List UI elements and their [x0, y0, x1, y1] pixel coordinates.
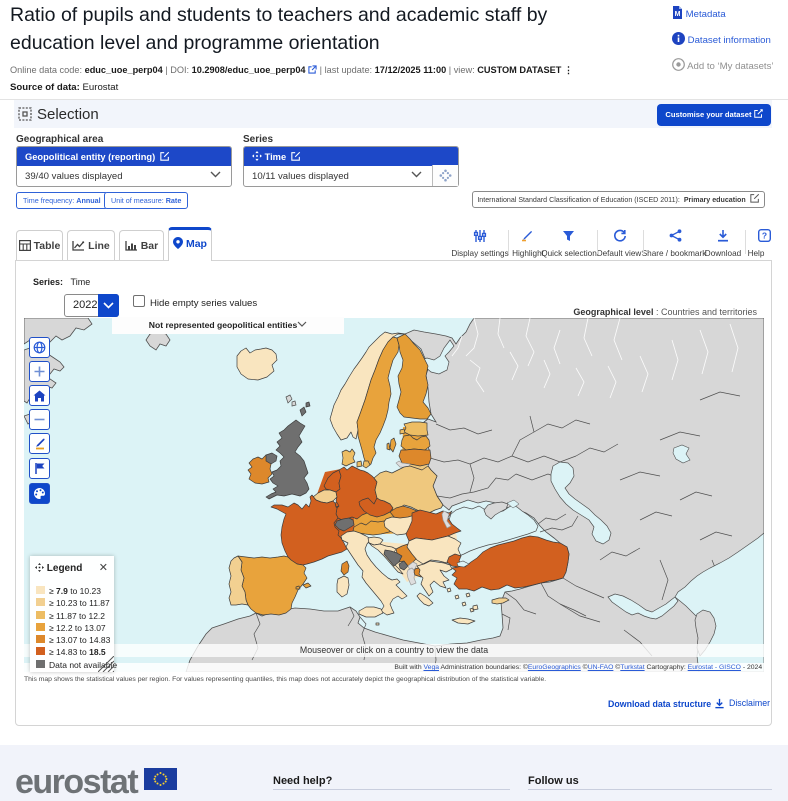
- svg-text:M: M: [675, 11, 681, 18]
- svg-text:?: ?: [761, 231, 766, 241]
